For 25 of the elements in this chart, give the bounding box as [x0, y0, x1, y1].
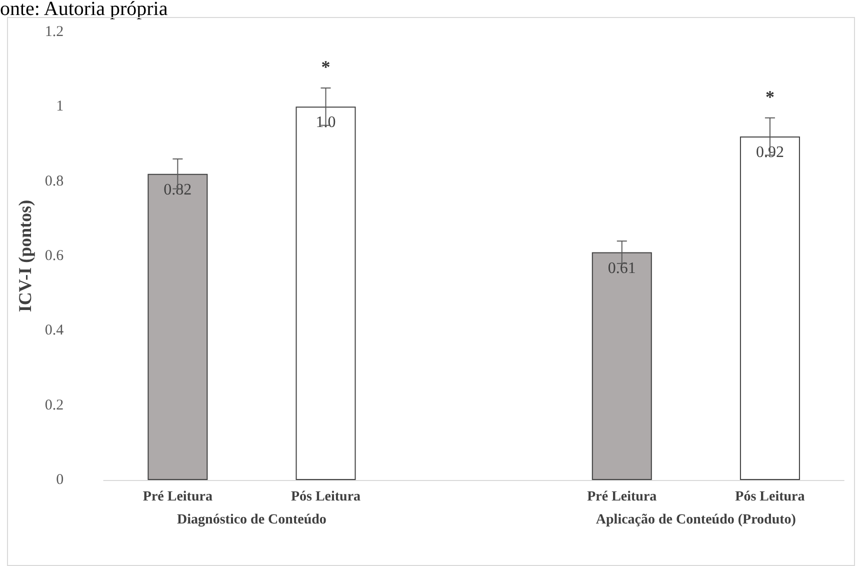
y-tick-label: 0.6 [44, 248, 64, 264]
x-tick-label: Pré Leitura [587, 490, 657, 504]
annotation: * [321, 57, 330, 77]
y-tick-label: 1.2 [44, 24, 64, 40]
y-tick-label: 0.4 [44, 322, 64, 339]
data-label: 0.61 [608, 260, 636, 277]
x-tick-label: Pós Leitura [735, 490, 805, 504]
text: Diagnóstico de Conteúdo [177, 512, 326, 528]
data-label: 0.92 [756, 144, 784, 162]
y-axis-title: ICV-I (pontos) [15, 200, 35, 312]
bar [296, 106, 356, 480]
y-tick-label: 0.2 [44, 397, 64, 414]
bar [148, 174, 208, 480]
text: Aplicação de Conteúdo (Produto) [596, 512, 796, 528]
y-tick-label: 0 [56, 472, 64, 488]
data-label: 1.0 [316, 114, 336, 132]
y-tick-label: 1 [56, 98, 64, 115]
bar [740, 136, 800, 480]
data-label: 0.82 [164, 181, 192, 198]
x-tick-label: Pré Leitura [142, 490, 212, 504]
y-tick-label: 0.8 [44, 173, 64, 190]
x-tick-label: Pós Leitura [290, 490, 361, 504]
text: onte: Autoria própria [0, 0, 168, 21]
annotation: * [765, 86, 774, 107]
bar [592, 252, 652, 480]
